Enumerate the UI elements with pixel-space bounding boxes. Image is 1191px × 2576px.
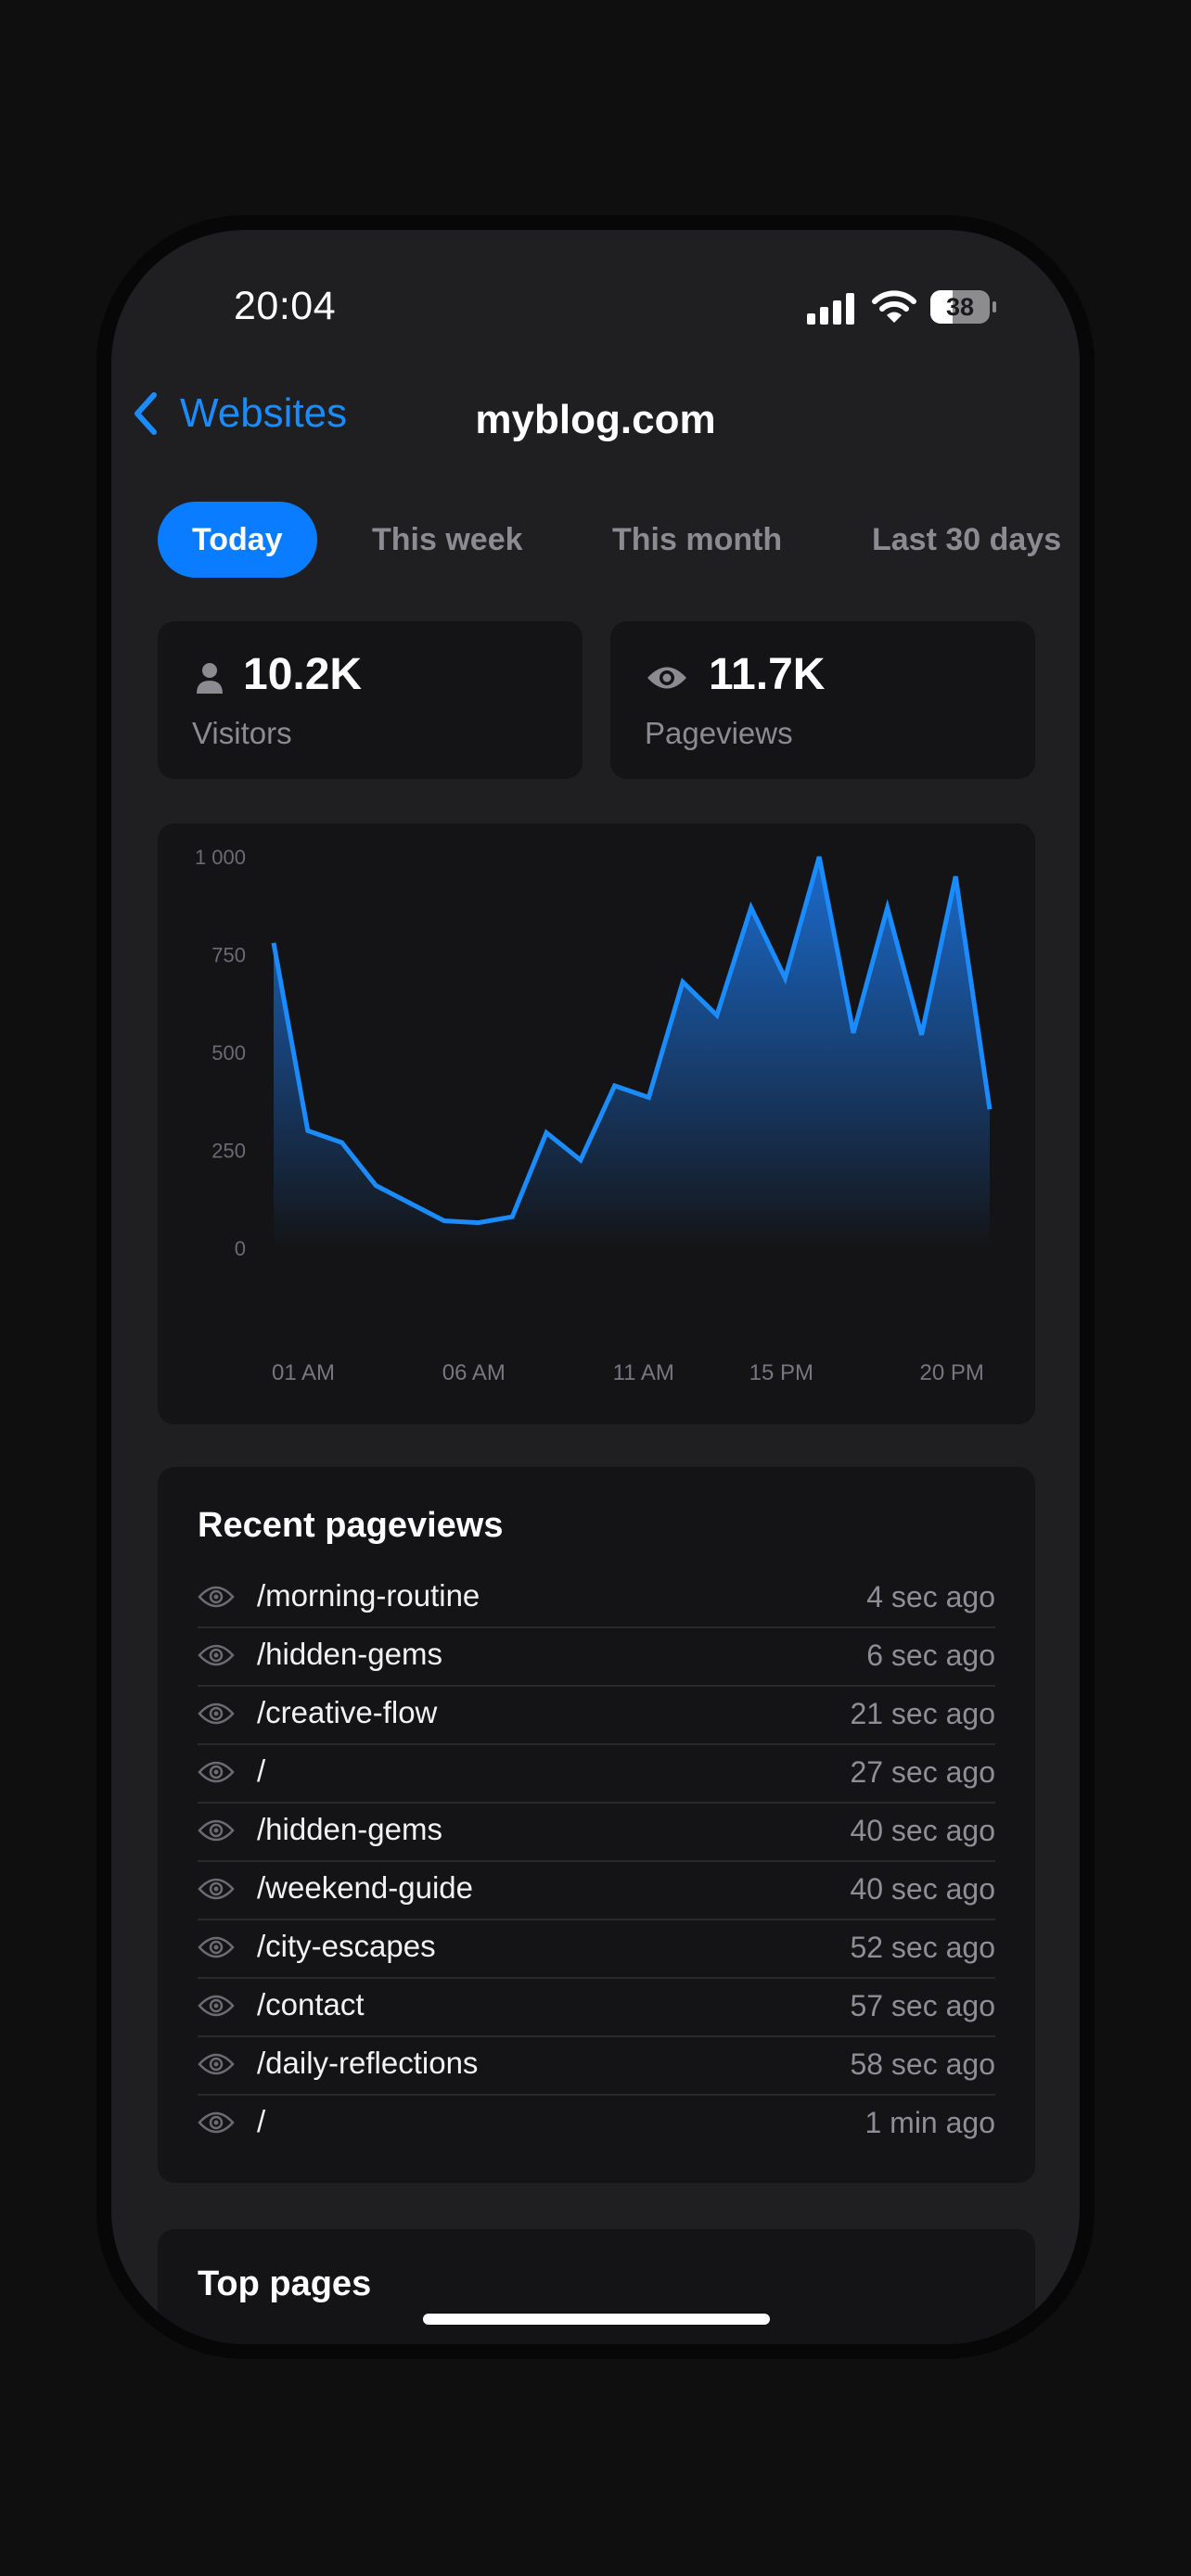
recent-pageviews-card: Recent pageviews /morning-routine 4 sec a…: [158, 1467, 1035, 2183]
pageview-path: /daily-reflections: [257, 2046, 479, 2080]
pageviews-chart: 0 250 500 750 1 000 01 AM 06 AM 11 AM 15 PM 20 P…: [158, 823, 1035, 1424]
eye-icon: [198, 1878, 235, 1900]
chart-area: [274, 857, 990, 1248]
pageview-time: 21 sec ago: [850, 1697, 995, 1730]
visitors-label: Visitors: [192, 716, 292, 750]
eye-icon: [198, 1761, 235, 1783]
eye-icon: [198, 1936, 235, 1958]
recent-pageviews-title: Recent pageviews: [198, 1506, 504, 1545]
recent-pageview-row[interactable]: /city-escapes 52 sec ago: [198, 1919, 995, 1979]
eye-icon: [198, 1644, 235, 1666]
pageview-time: 1 min ago: [864, 2106, 995, 2139]
eye-icon: [198, 1702, 235, 1725]
chevron-left-icon: [134, 392, 157, 435]
eye-icon: [198, 1995, 235, 2017]
wifi-icon: [872, 290, 916, 323]
pageview-path: /creative-flow: [257, 1695, 438, 1729]
back-button[interactable]: Websites: [128, 389, 347, 438]
tab-today[interactable]: Today: [158, 502, 317, 578]
recent-pageview-row[interactable]: / 1 min ago: [198, 2095, 995, 2152]
phone-screen: 20:04 38 Websites myblog.com Today This …: [111, 230, 1080, 2344]
pageview-path: /: [257, 1753, 266, 1788]
pageview-time: 6 sec ago: [866, 1639, 995, 1672]
pageview-time: 4 sec ago: [866, 1580, 995, 1613]
eye-icon: [198, 2111, 235, 2134]
y-tick-label: 0: [235, 1237, 246, 1260]
pageview-time: 58 sec ago: [850, 2047, 995, 2081]
visitors-card: 10.2K Visitors: [158, 621, 583, 779]
recent-pageview-row[interactable]: /morning-routine 4 sec ago: [198, 1569, 995, 1628]
recent-pageview-row[interactable]: /weekend-guide 40 sec ago: [198, 1861, 995, 1920]
visitors-value: 10.2K: [243, 650, 363, 699]
eye-icon: [647, 667, 686, 689]
pageview-time: 40 sec ago: [850, 1872, 995, 1906]
pageview-path: /city-escapes: [257, 1929, 436, 1963]
pageview-path: /contact: [257, 1987, 365, 2021]
y-tick-label: 750: [211, 944, 246, 967]
pageview-path: /weekend-guide: [257, 1870, 473, 1905]
cellular-signal-icon: [807, 293, 854, 325]
home-indicator[interactable]: [423, 2314, 770, 2325]
recent-pageview-row[interactable]: /contact 57 sec ago: [198, 1978, 995, 2037]
pageviews-label: Pageviews: [645, 716, 793, 750]
pageview-time: 27 sec ago: [850, 1755, 995, 1789]
pageview-time: 52 sec ago: [850, 1931, 995, 1964]
pageviews-value: 11.7K: [709, 650, 826, 699]
pageview-path: /hidden-gems: [257, 1637, 442, 1671]
person-icon: [197, 663, 223, 694]
tab-this-week[interactable]: This week: [372, 522, 523, 557]
pageviews-card: 11.7K Pageviews: [610, 621, 1035, 779]
battery-icon: 38: [930, 290, 996, 324]
y-tick-label: 1 000: [195, 846, 246, 869]
chart-line: [271, 856, 992, 1226]
status-time: 20:04: [234, 284, 337, 328]
page-title: myblog.com: [475, 397, 716, 442]
tab-this-month[interactable]: This month: [612, 522, 783, 557]
pageview-path: /morning-routine: [257, 1578, 480, 1613]
top-pages-title: Top pages: [198, 2264, 372, 2303]
x-tick-label: 15 PM: [749, 1360, 813, 1385]
eye-icon: [198, 1819, 235, 1842]
pageview-time: 40 sec ago: [850, 1814, 995, 1847]
back-label: Websites: [180, 390, 348, 436]
x-tick-label: 20 PM: [919, 1360, 983, 1385]
pageview-path: /hidden-gems: [257, 1812, 442, 1846]
y-tick-label: 500: [211, 1041, 246, 1065]
battery-level: 38: [945, 293, 975, 321]
x-tick-label: 01 AM: [272, 1360, 335, 1385]
eye-icon: [198, 2053, 235, 2075]
pageview-time: 57 sec ago: [850, 1989, 995, 2022]
recent-pageview-row[interactable]: /hidden-gems 6 sec ago: [198, 1627, 995, 1687]
chart-svg: 0 250 500 750 1 000 01 AM 06 AM 11 AM 15 PM 20 P…: [195, 846, 992, 1385]
top-pages-card: Top pages: [158, 2229, 1035, 2344]
x-tick-label: 11 AM: [613, 1360, 674, 1385]
recent-pageview-row[interactable]: / 27 sec ago: [198, 1744, 995, 1804]
x-tick-label: 06 AM: [442, 1360, 506, 1385]
tab-last-30-days[interactable]: Last 30 days: [872, 522, 1062, 557]
recent-pageview-row[interactable]: /creative-flow 21 sec ago: [198, 1686, 995, 1745]
recent-pageview-row[interactable]: /hidden-gems 40 sec ago: [198, 1803, 995, 1862]
y-tick-label: 250: [211, 1140, 246, 1163]
eye-icon: [198, 1586, 235, 1608]
recent-pageview-row[interactable]: /daily-reflections 58 sec ago: [198, 2036, 995, 2096]
pageview-path: /: [257, 2104, 266, 2138]
